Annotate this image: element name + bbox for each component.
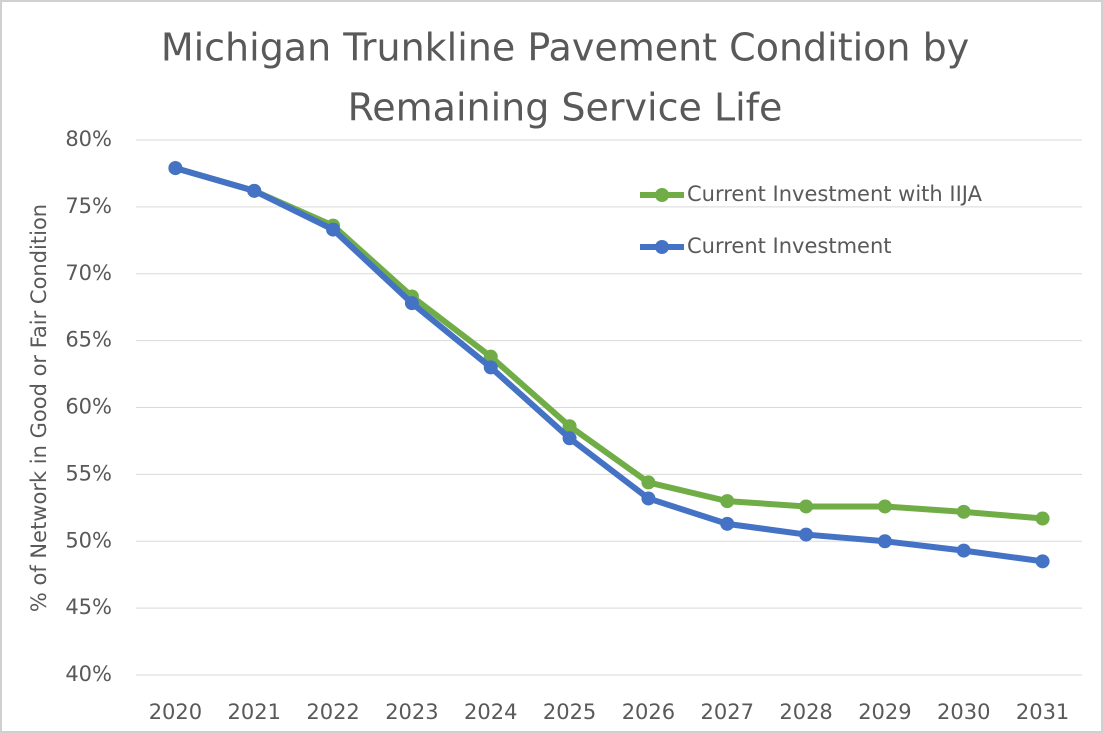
data-point [168,161,183,176]
data-point [326,222,341,237]
legend-label: Current Investment with IIJA [687,182,983,206]
x-tick-label: 2029 [858,700,911,724]
y-tick-label: 70% [65,261,112,285]
data-point [877,534,892,549]
legend-label: Current Investment [687,234,892,258]
data-point [720,494,735,509]
y-tick-label: 50% [65,528,112,552]
y-tick-label: 80% [65,127,112,151]
data-point [562,431,577,446]
data-point [956,504,971,519]
data-point [799,499,814,514]
x-tick-label: 2028 [779,700,832,724]
x-tick-label: 2021 [228,700,281,724]
y-axis-label: % of Network in Good or Fair Condition [27,204,51,612]
y-tick-label: 55% [65,461,112,485]
series-line [174,165,1043,522]
y-tick-label: 75% [65,194,112,218]
x-tick-label: 2022 [306,700,359,724]
legend-marker [655,240,669,254]
chart-title-line2: Remaining Service Life [348,86,783,130]
x-tick-label: 2027 [701,700,754,724]
data-point [247,183,262,198]
x-tick-label: 2024 [464,700,517,724]
data-point [641,491,656,506]
y-tick-label: 60% [65,395,112,419]
data-point [1035,554,1050,569]
x-tick-label: 2031 [1016,700,1069,724]
x-tick-label: 2030 [937,700,990,724]
data-point [641,475,656,490]
y-tick-label: 65% [65,328,112,352]
chart-title: Michigan Trunkline Pavement Condition by [161,26,969,70]
y-tick-label: 40% [65,662,112,686]
data-point [877,499,892,514]
x-tick-label: 2026 [622,700,675,724]
data-point [720,516,735,531]
data-point [956,543,971,558]
series-line [174,165,1043,565]
data-point [562,419,577,434]
data-point [483,360,498,375]
data-point [1035,511,1050,526]
x-tick-label: 2023 [385,700,438,724]
data-point [799,527,814,542]
x-tick-label: 2020 [149,700,202,724]
y-tick-label: 45% [65,595,112,619]
data-point [483,349,498,364]
legend-marker [655,188,669,202]
x-tick-label: 2025 [543,700,596,724]
data-point [404,296,419,311]
